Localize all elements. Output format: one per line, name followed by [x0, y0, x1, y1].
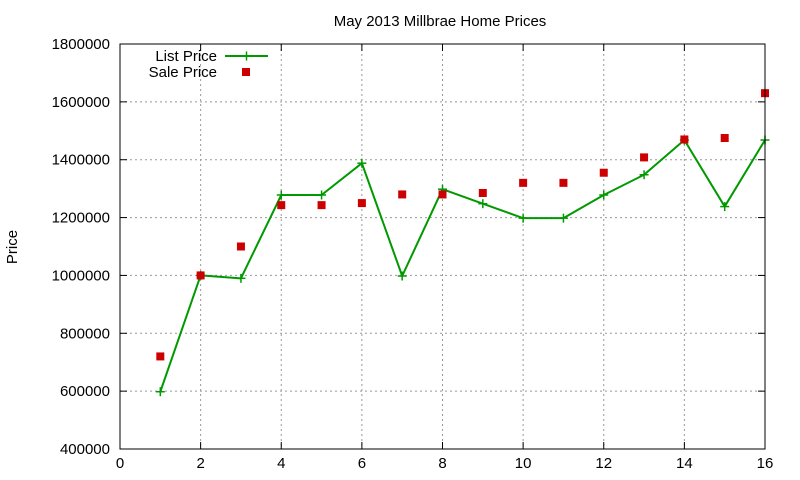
data-point-sale-price: [196, 271, 205, 280]
legend-swatch-sale-price: [242, 68, 250, 76]
x-tick-label: 10: [515, 455, 532, 472]
data-point-sale-price: [559, 178, 568, 187]
x-tick-label: 6: [358, 455, 366, 472]
y-tick-label: 800000: [60, 325, 110, 342]
data-point-sale-price: [438, 190, 447, 199]
x-tick-label: 4: [277, 455, 285, 472]
data-point-list-price: [599, 190, 609, 200]
y-tick-label: 400000: [60, 441, 110, 458]
data-point-list-price: [155, 387, 165, 397]
data-point-sale-price: [720, 134, 729, 143]
data-point-list-price: [518, 213, 528, 223]
y-tick-label: 600000: [60, 383, 110, 400]
data-point-sale-price: [478, 188, 487, 197]
data-point-list-price: [720, 202, 730, 212]
y-tick-label: 1200000: [52, 210, 110, 227]
data-point-list-price: [558, 213, 568, 223]
data-point-sale-price: [156, 352, 165, 361]
y-tick-label: 1800000: [52, 36, 110, 53]
data-point-sale-price: [519, 178, 528, 187]
x-tick-label: 16: [757, 455, 774, 472]
data-point-list-price: [236, 273, 246, 283]
data-point-list-price: [357, 158, 367, 168]
y-tick-label: 1400000: [52, 152, 110, 169]
y-tick-label: 1000000: [52, 267, 110, 284]
data-point-sale-price: [599, 168, 608, 177]
grid: [120, 44, 765, 449]
data-point-sale-price: [398, 190, 407, 199]
data-point-list-price: [397, 271, 407, 281]
data-point-sale-price: [317, 201, 326, 210]
chart-title: May 2013 Millbrae Home Prices: [334, 13, 547, 30]
data-point-list-price: [317, 190, 327, 200]
legend-swatch-list-price-marker: [242, 51, 251, 61]
data-point-list-price: [639, 170, 649, 180]
x-tick-label: 2: [196, 455, 204, 472]
legend-label-sale-price: Sale Price: [149, 64, 217, 81]
data-point-sale-price: [640, 153, 649, 162]
plot-frame: [119, 43, 766, 450]
x-tick-label: 0: [116, 455, 124, 472]
x-tick-label: 14: [676, 455, 693, 472]
data-point-sale-price: [236, 242, 245, 251]
y-tick-label: 1600000: [52, 94, 110, 111]
legend-label-list-price: List Price: [155, 48, 217, 65]
data-point-list-price: [276, 190, 286, 200]
series-line-list-price: [159, 139, 766, 393]
series-layer: [155, 89, 770, 397]
y-axis-title: Price: [4, 230, 21, 264]
x-tick-label: 8: [438, 455, 446, 472]
data-point-sale-price: [357, 199, 366, 208]
data-point-sale-price: [680, 135, 689, 144]
data-point-list-price: [478, 199, 488, 209]
x-tick-label: 12: [595, 455, 612, 472]
data-point-sale-price: [277, 201, 286, 210]
legend: List Price Sale Price: [149, 48, 268, 81]
